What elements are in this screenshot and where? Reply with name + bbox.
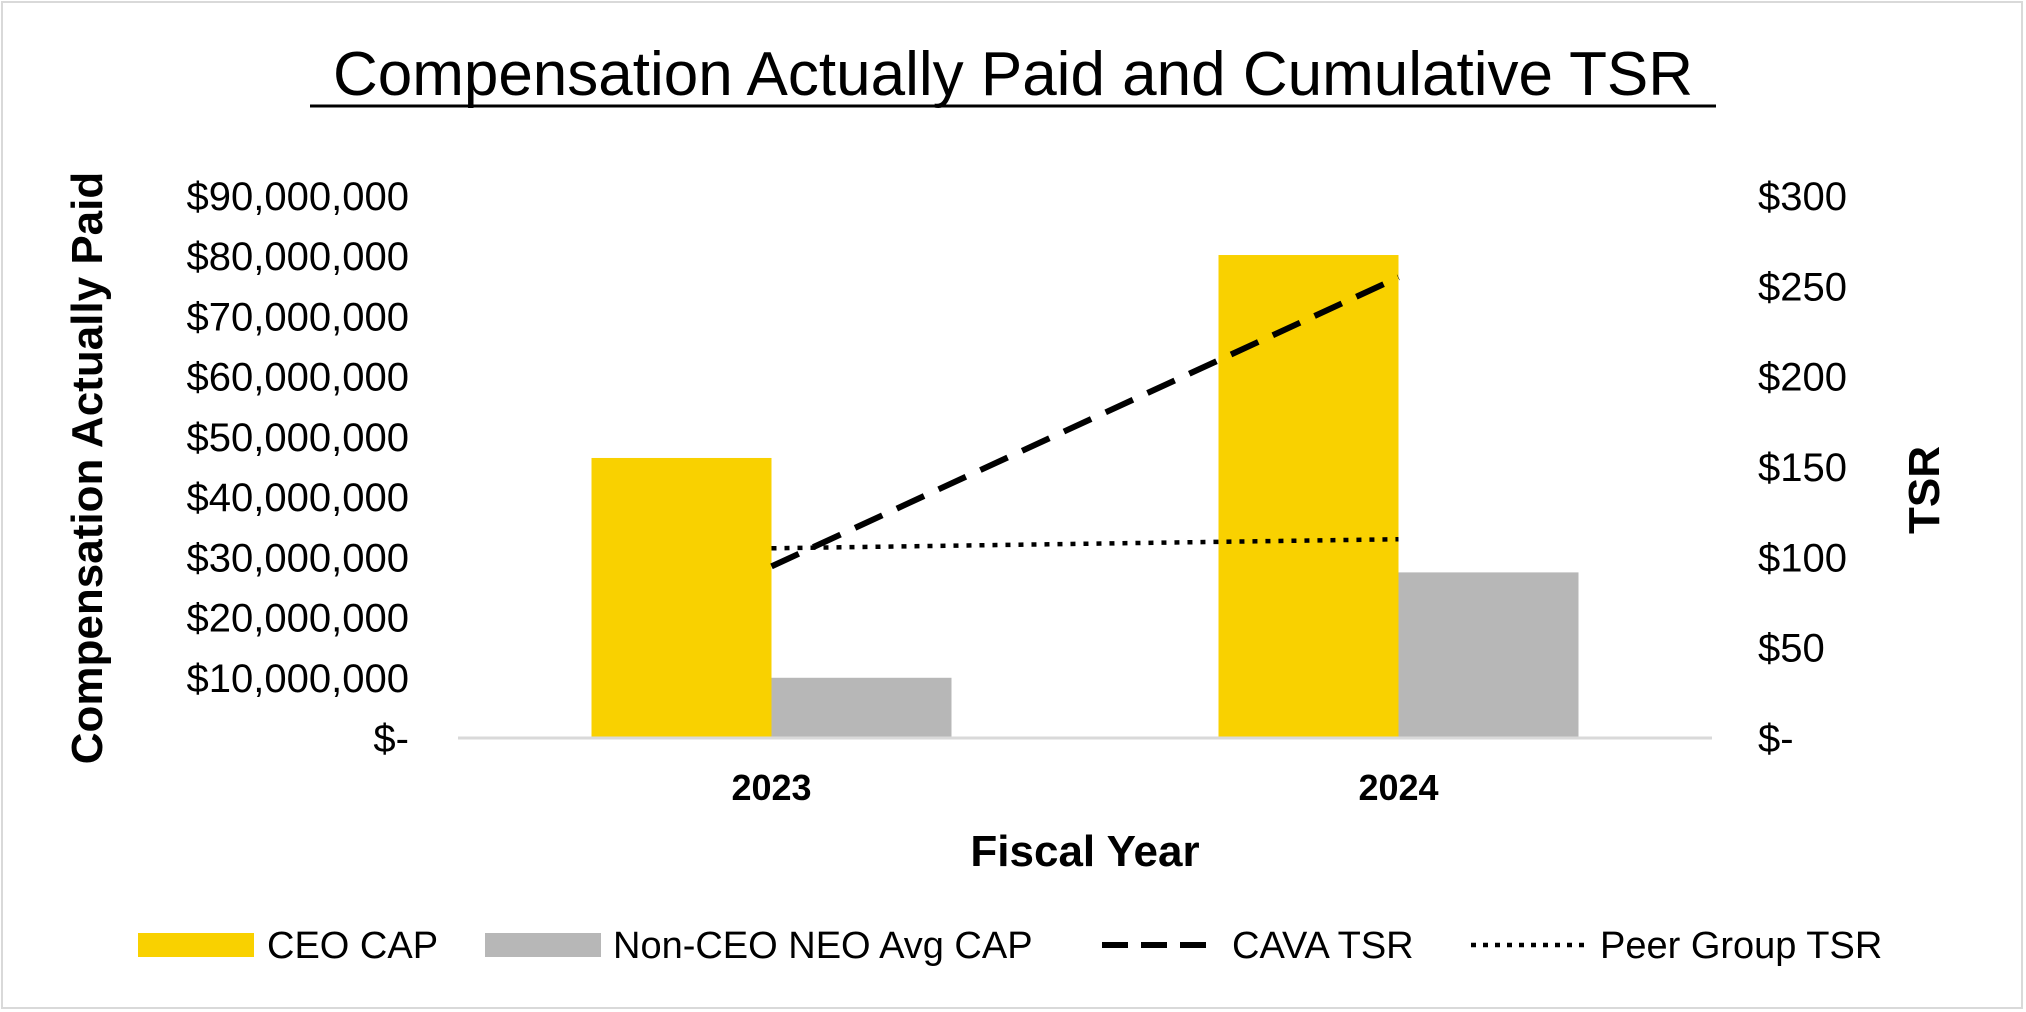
bars-layer [591, 255, 1579, 739]
y2-tick-label: $250 [1758, 265, 1847, 309]
legend-item-cava-tsr: CAVA TSR [1102, 925, 1414, 967]
y2-tick-label: $150 [1758, 446, 1847, 490]
y-tick-label: $20,000,000 [187, 597, 409, 641]
y2-tick-label: $50 [1758, 627, 1825, 671]
bar-ceo-cap-2024 [1218, 255, 1399, 739]
chart-title: Compensation Actually Paid and Cumulativ… [333, 40, 1693, 109]
legend-swatch-non-ceo-neo-avg-cap [485, 933, 601, 957]
y-tick-label: $60,000,000 [187, 356, 409, 400]
y-tick-label: $70,000,000 [187, 295, 409, 339]
y2-axis-title: TSR [1900, 446, 1949, 534]
y-tick-label: $90,000,000 [187, 175, 409, 219]
y2-tick-label: $300 [1758, 175, 1847, 219]
legend: CEO CAP Non-CEO NEO Avg CAP CAVA TSR Peer G… [138, 925, 1882, 967]
y2-tick-label: $200 [1758, 356, 1847, 400]
legend-item-peer-group-tsr: Peer Group TSR [1471, 925, 1882, 967]
legend-label-peer-group-tsr: Peer Group TSR [1600, 925, 1882, 967]
x-tick-label-2024: 2024 [1358, 767, 1438, 808]
y-tick-label: $30,000,000 [187, 536, 409, 580]
y2-axis-ticks: $- $50 $100 $150 $200 $250 $300 [1758, 175, 1847, 761]
legend-label-cava-tsr: CAVA TSR [1232, 925, 1414, 967]
y-tick-label: $80,000,000 [187, 235, 409, 279]
bar-ceo-cap-2023 [591, 457, 772, 738]
bar-non-ceo-neo-avg-cap-2023 [771, 677, 952, 738]
legend-item-ceo-cap: CEO CAP [138, 925, 438, 967]
y-tick-label: $50,000,000 [187, 416, 409, 460]
legend-label-ceo-cap: CEO CAP [267, 925, 438, 967]
y-tick-label: $40,000,000 [187, 476, 409, 520]
line-cava-tsr [770, 274, 1400, 570]
x-axis-title: Fiscal Year [970, 827, 1199, 876]
y-axis-title: Compensation Actually Paid [63, 172, 112, 764]
line-peer-group-tsr [771, 537, 1399, 551]
y-tick-label: $- [373, 717, 409, 761]
y2-tick-label: $100 [1758, 536, 1847, 580]
legend-swatch-ceo-cap [138, 933, 254, 957]
y2-tick-label: $- [1758, 717, 1794, 761]
y-axis-ticks: $- $10,000,000 $20,000,000 $30,000,000 $40,0… [187, 175, 409, 761]
x-tick-label-2023: 2023 [731, 767, 811, 808]
x-axis-ticks: 2023 2024 [731, 767, 1438, 808]
legend-item-non-ceo-neo-avg-cap: Non-CEO NEO Avg CAP [485, 925, 1033, 967]
y-tick-label: $10,000,000 [187, 657, 409, 701]
legend-label-non-ceo-neo-avg-cap: Non-CEO NEO Avg CAP [613, 925, 1033, 967]
lines-layer [770, 274, 1400, 570]
bar-non-ceo-neo-avg-cap-2024 [1398, 572, 1579, 738]
